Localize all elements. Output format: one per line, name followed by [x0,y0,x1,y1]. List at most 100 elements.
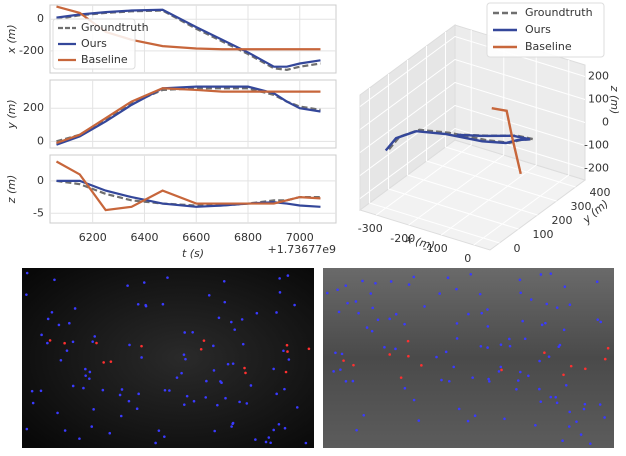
grid-line [473,60,570,246]
feature-point [361,279,364,283]
feature-point [370,329,374,333]
feature-point [362,413,366,417]
feature-point [119,414,123,418]
feature-point [544,321,547,325]
feature-point [135,407,139,410]
grid-line [359,58,586,130]
feature-point [183,331,186,334]
feature-point [204,396,208,399]
feature-point [272,428,276,432]
z-tick-label: 200 [588,70,609,83]
feature-point [344,379,348,383]
grid-line [369,88,500,244]
feature-point [355,428,358,432]
feature-point [547,355,551,358]
feature-point [466,419,470,423]
feature-point [499,365,503,369]
feature-point [564,383,568,387]
feature-point [31,401,35,405]
y-axis-label: y (m) [5,99,18,129]
feature-point [486,346,489,349]
feature-point [374,281,377,285]
legend-label: Groundtruth [525,6,593,19]
feature-point [457,407,461,411]
feature-point [519,291,522,295]
feature-point [275,392,278,396]
feature-point [516,379,520,382]
feature-point [71,384,75,388]
feature-point [539,400,543,403]
feature-point [500,368,503,372]
x-tick-label: 6800 [234,231,262,244]
feature-point [417,419,421,422]
feature-point [549,395,553,399]
feature-point [157,429,161,432]
feature-point [244,371,247,375]
legend-label: Baseline [525,40,572,53]
feature-point [168,389,171,392]
feature-point [212,369,216,372]
y-tick-label: 0 [37,174,44,187]
feature-point [486,308,489,311]
feature-point [603,357,607,361]
feature-point [272,367,275,371]
feature-point [93,335,97,338]
feature-point [469,272,473,276]
feature-point [154,441,157,445]
feature-point [420,364,423,367]
feature-point [529,298,533,301]
legend-label: Ours [525,23,551,36]
feature-point [57,323,61,327]
feature-point [579,433,583,436]
feature-point [561,439,564,443]
feature-point [53,278,56,282]
feature-point [332,370,335,373]
camera-image-right [323,268,614,448]
feature-point [521,319,524,323]
feature-point [212,344,215,348]
feature-point [534,423,537,427]
feature-points [25,271,610,445]
feature-point [444,350,448,354]
feature-point [545,302,549,306]
feature-point [543,351,546,355]
feature-point [25,427,29,431]
feature-point [40,333,43,337]
feature-point [205,379,208,383]
feature-point [354,300,358,303]
feature-point [269,441,272,445]
feature-point [220,381,223,385]
feature-point [447,379,451,383]
feature-point [582,407,586,411]
feature-point [568,410,571,414]
feature-point [394,312,398,316]
feature-point [25,293,28,296]
series-line [55,160,321,212]
feature-point [144,304,148,308]
feature-point [142,281,146,284]
grid-line [359,35,586,107]
feature-point [90,425,94,428]
feature-point [389,280,393,283]
x-tick-label: 7000 [286,231,314,244]
feature-point [46,317,50,321]
feature-point [388,353,392,356]
y-tick-label: 0 [37,134,44,147]
feature-point [595,280,599,284]
feature-point [503,417,506,421]
feature-point [538,359,541,363]
grid-line [407,60,538,216]
feature-point [213,429,216,433]
series-line-3d [491,107,522,175]
feature-point [603,416,606,419]
feature-point [540,323,544,327]
feature-point [307,347,311,351]
feature-point [519,370,522,374]
feature-point [304,441,308,445]
feature-point [598,403,602,406]
feature-point [446,276,450,280]
feature-point [584,367,587,371]
feature-point [334,351,337,355]
feature-point [255,311,259,315]
